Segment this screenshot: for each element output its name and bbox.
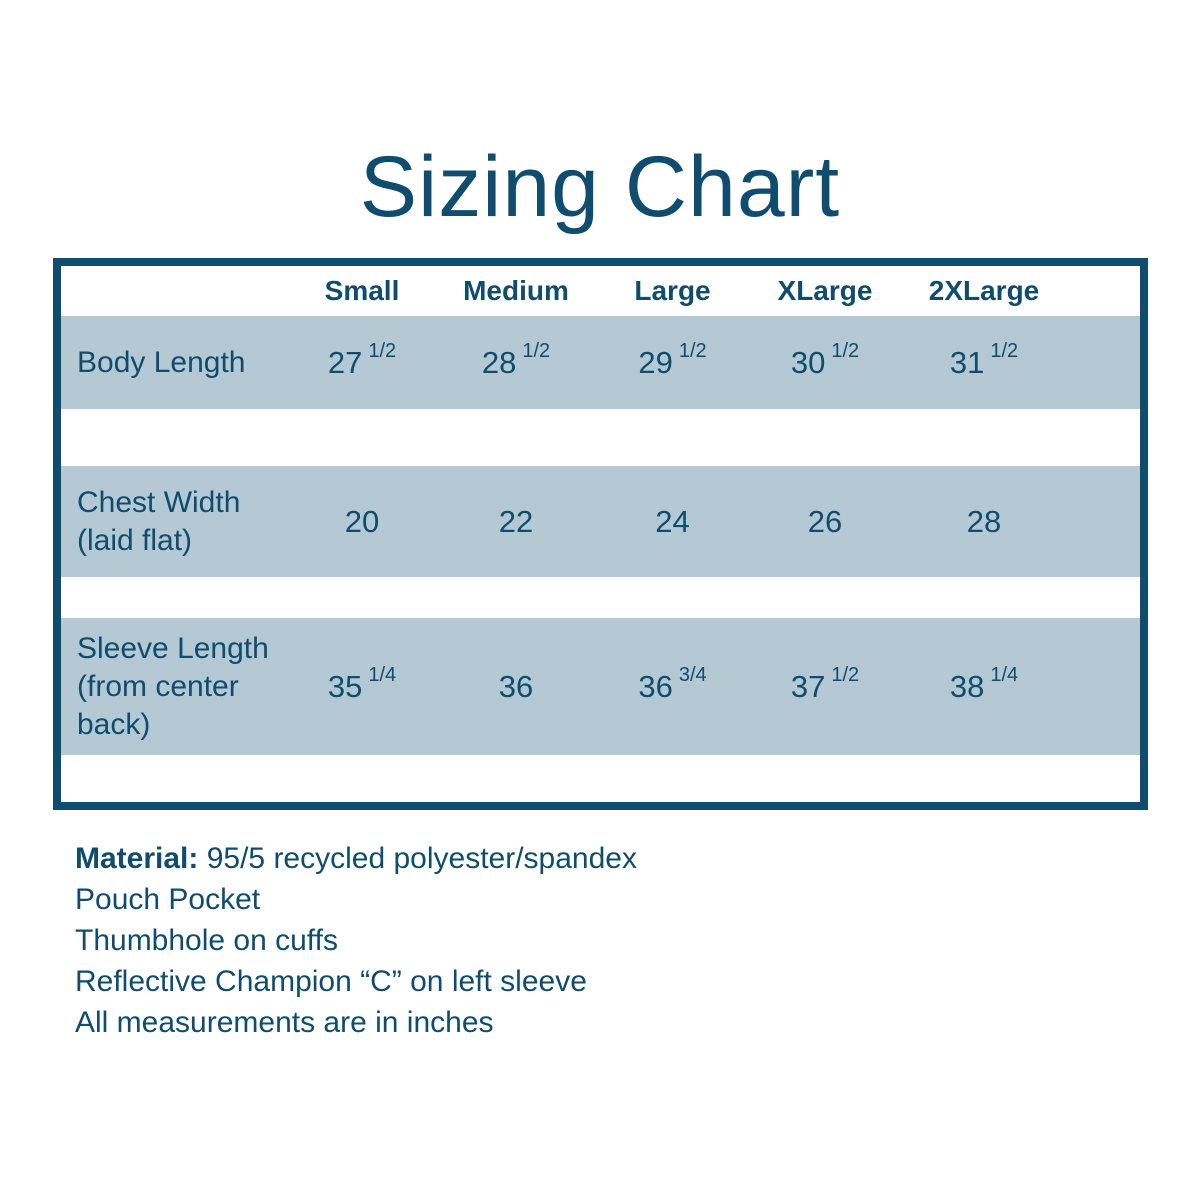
chest-width-xlarge: 26 xyxy=(807,503,843,539)
fraction: 1/4 xyxy=(990,664,1019,686)
fraction: 1/2 xyxy=(522,340,551,362)
sleeve-length-xlarge: 37 1/2 xyxy=(790,664,860,704)
sizing-table: Small Medium Large XLarge 2XLarge Body L… xyxy=(53,258,1148,810)
note-measurements-units: All measurements are in inches xyxy=(75,1006,494,1039)
row-gap xyxy=(61,755,1140,802)
column-header-large: Large xyxy=(634,275,711,306)
row-label-line: (from center xyxy=(77,669,239,703)
fraction: 1/2 xyxy=(831,340,860,362)
note-material-value: 95/5 recycled polyester/spandex xyxy=(206,842,637,875)
fraction: 3/4 xyxy=(678,664,707,686)
page-title: Sizing Chart xyxy=(359,139,841,235)
body-length-small: 27 1/2 xyxy=(327,340,397,380)
row-label-line: Body Length xyxy=(77,345,246,379)
note-material: Material: 95/5 recycled polyester/spande… xyxy=(75,838,637,879)
note-reflective-logo: Reflective Champion “C” on left sleeve xyxy=(75,965,587,998)
note-thumbhole: Thumbhole on cuffs xyxy=(75,924,338,957)
chest-width-2xlarge: 28 xyxy=(966,503,1002,539)
body-length-xlarge: 30 1/2 xyxy=(790,340,860,380)
column-header-medium: Medium xyxy=(463,275,569,306)
fraction: 1/2 xyxy=(990,340,1019,362)
fraction: 1/2 xyxy=(368,340,397,362)
chest-width-large: 24 xyxy=(655,503,690,539)
column-header-small: Small xyxy=(324,275,400,306)
chest-width-small: 20 xyxy=(344,503,380,539)
sleeve-length-small: 35 1/4 xyxy=(327,664,397,704)
fraction: 1/2 xyxy=(831,664,860,686)
fraction: 1/2 xyxy=(678,340,707,362)
column-header-2xlarge: 2XLarge xyxy=(928,275,1040,306)
row-label-line: back) xyxy=(77,707,151,741)
row-label-sleeve-length: Sleeve Length (from center back) xyxy=(61,618,287,755)
body-length-large: 29 1/2 xyxy=(638,340,707,380)
note-material-label: Material: xyxy=(75,842,199,875)
sleeve-length-medium: 36 xyxy=(498,668,534,704)
note-pouch-pocket: Pouch Pocket xyxy=(75,883,261,916)
row-label-body-length: Body Length xyxy=(61,316,287,409)
table-row-sleeve-length: Sleeve Length (from center back) 35 1/4 3… xyxy=(61,618,1140,755)
row-label-line: Chest Width xyxy=(77,485,241,519)
sleeve-length-large: 36 3/4 xyxy=(638,664,707,704)
fraction: 1/4 xyxy=(368,664,397,686)
column-header-xlarge: XLarge xyxy=(777,275,873,306)
product-notes: Material: 95/5 recycled polyester/spande… xyxy=(75,838,637,1043)
row-label-line: Sleeve Length xyxy=(77,631,269,665)
body-length-2xlarge: 31 1/2 xyxy=(949,340,1019,380)
row-label-chest-width: Chest Width (laid flat) xyxy=(61,466,287,577)
body-length-medium: 28 1/2 xyxy=(481,340,551,380)
row-label-line: (laid flat) xyxy=(77,523,193,557)
row-gap xyxy=(61,409,1140,466)
chest-width-medium: 22 xyxy=(498,503,534,539)
table-header-row: Small Medium Large XLarge 2XLarge xyxy=(61,266,1140,316)
table-row-body-length: Body Length 27 1/2 28 1/2 29 1/2 30 1/2 31 1/… xyxy=(61,316,1140,409)
table-row-chest-width: Chest Width (laid flat) 20 22 24 26 28 xyxy=(61,466,1140,577)
sleeve-length-2xlarge: 38 1/4 xyxy=(949,664,1019,704)
row-gap xyxy=(61,577,1140,618)
